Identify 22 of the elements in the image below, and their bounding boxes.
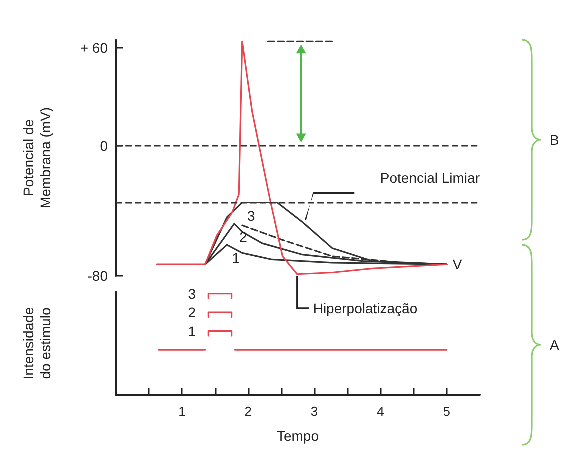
- x-tick-label: 3: [310, 404, 318, 419]
- y-axis-title: Intensidade do estimulo: [20, 307, 54, 380]
- series-label: 3: [248, 208, 256, 224]
- y-tick-label: + 60: [80, 40, 108, 56]
- x-tick-label: 5: [443, 404, 451, 419]
- ref-line-label: Potencial Limiar: [380, 170, 480, 186]
- y-tick-label: 2: [188, 304, 196, 321]
- y-tick-label: 0: [100, 138, 108, 154]
- series-label: 2: [240, 228, 248, 245]
- series-label: 1: [232, 250, 240, 266]
- x-tick-label: 2: [244, 404, 252, 419]
- x-tick-label: 1: [178, 404, 186, 419]
- x-tick-label: 4: [377, 404, 384, 419]
- y-tick-label: -80: [88, 268, 108, 284]
- text: B: [550, 132, 560, 148]
- y-axis-title: Potencial de Membrana (mV): [20, 107, 54, 209]
- y-tick-label: 1: [188, 323, 196, 340]
- x-axis-title: Tempo: [276, 428, 320, 444]
- y-tick-label: 3: [188, 286, 196, 302]
- annotation: Hiperpolatização: [313, 300, 418, 316]
- annotation: V: [452, 256, 463, 273]
- text: A: [550, 337, 560, 353]
